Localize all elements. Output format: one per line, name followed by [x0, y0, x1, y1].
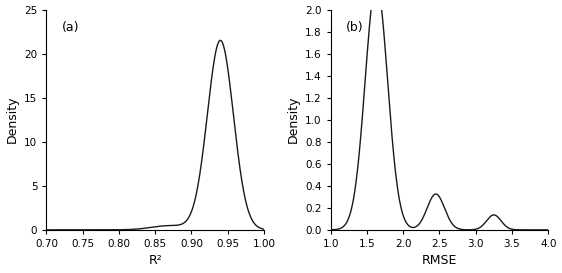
Text: (b): (b) [346, 20, 364, 34]
X-axis label: R²: R² [148, 254, 162, 268]
X-axis label: RMSE: RMSE [422, 254, 457, 268]
Y-axis label: Density: Density [6, 96, 19, 143]
Y-axis label: Density: Density [287, 96, 300, 143]
Text: (a): (a) [62, 20, 79, 34]
